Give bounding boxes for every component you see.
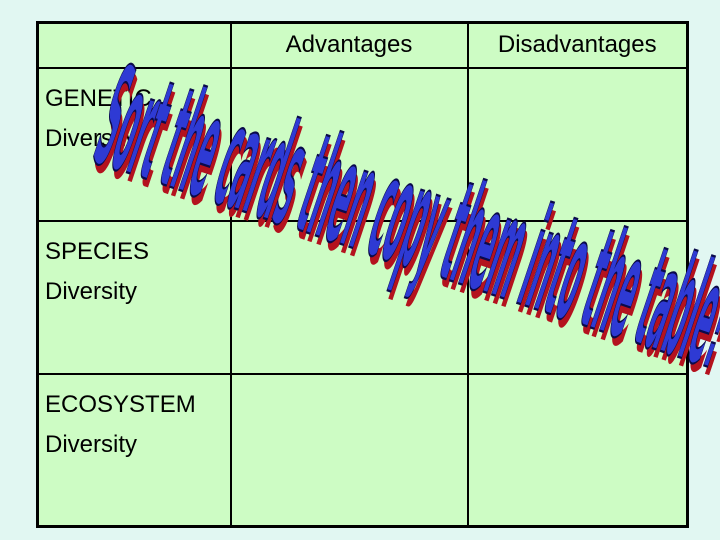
cell-genetic-disadvantages[interactable]: [466, 66, 689, 222]
header-advantages: Advantages: [229, 21, 469, 69]
cell-ecosystem-advantages[interactable]: [229, 372, 469, 528]
diversity-table: Advantages Disadvantages GENETIC Diversi…: [36, 21, 689, 528]
header-corner-cell: [36, 21, 232, 69]
cell-species-advantages[interactable]: [229, 219, 469, 375]
header-row: Advantages Disadvantages: [36, 21, 689, 69]
row-label-line2: Diversity: [45, 277, 138, 305]
table-row-species: SPECIES Diversity: [36, 219, 689, 375]
cell-species-disadvantages[interactable]: [466, 219, 689, 375]
table-row-genetic: GENETIC Diversity: [36, 66, 689, 222]
row-label-line2: Diversity: [45, 124, 138, 152]
row-label-species: SPECIES Diversity: [36, 219, 232, 375]
cell-genetic-advantages[interactable]: [229, 66, 469, 222]
cell-ecosystem-disadvantages[interactable]: [466, 372, 689, 528]
row-label-ecosystem: ECOSYSTEM Diversity: [36, 372, 232, 528]
row-label-line1: GENETIC: [45, 84, 152, 112]
row-label-line1: SPECIES: [45, 237, 150, 265]
row-label-line1: ECOSYSTEM: [45, 390, 196, 418]
table-row-ecosystem: ECOSYSTEM Diversity: [36, 372, 689, 528]
header-disadvantages: Disadvantages: [466, 21, 689, 69]
row-label-genetic: GENETIC Diversity: [36, 66, 232, 222]
row-label-line2: Diversity: [45, 430, 138, 458]
